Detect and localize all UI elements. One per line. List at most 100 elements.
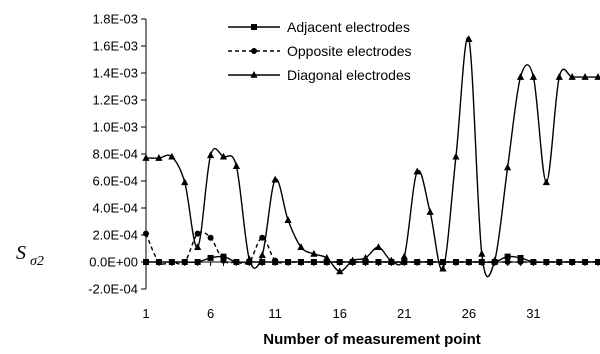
legend-item-adjacent-electrodes: Adjacent electrodes: [228, 19, 410, 35]
legend-label: Adjacent electrodes: [287, 19, 410, 35]
data-point-diagonal-electrodes: [336, 267, 344, 275]
data-point-diagonal-electrodes: [297, 243, 305, 250]
data-point-diagonal-electrodes: [581, 73, 589, 80]
x-tick-label: 31: [526, 306, 540, 321]
y-tick-label: 1.4E-03: [92, 66, 138, 81]
data-point-opposite-electrodes: [207, 234, 214, 241]
data-point-diagonal-electrodes: [219, 152, 228, 160]
data-point-diagonal-electrodes: [568, 73, 576, 80]
data-point-diagonal-electrodes: [194, 243, 202, 250]
data-point-diagonal-electrodes: [478, 249, 486, 257]
data-point-diagonal-electrodes: [142, 154, 150, 161]
data-point-diagonal-electrodes: [465, 35, 473, 43]
data-point-diagonal-electrodes: [400, 252, 408, 260]
data-point-diagonal-electrodes: [361, 253, 370, 261]
legend: Adjacent electrodes Opposite electrodes Di…: [228, 19, 412, 83]
data-point-diagonal-electrodes: [504, 163, 512, 171]
data-point-diagonal-electrodes: [491, 256, 499, 264]
axes: -2.0E-04 0.0E+00 2.0E-04 4.0E-04 6.0E-04 8.0E…: [88, 12, 599, 321]
x-tick-label: 6: [207, 306, 214, 321]
data-point-diagonal-electrodes: [206, 151, 215, 159]
series-line-opposite-electrodes: [145, 231, 598, 265]
data-point-adjacent-electrodes: [504, 253, 511, 260]
y-tick-label: 0.0E+00: [89, 255, 138, 270]
x-axis-title: Number of measurement point: [263, 331, 481, 348]
data-point-opposite-electrodes: [168, 259, 175, 265]
data-point-opposite-electrodes: [194, 230, 201, 237]
data-point-diagonal-electrodes: [426, 208, 434, 215]
y-axis-label-main: S: [16, 242, 26, 264]
data-point-diagonal-electrodes: [155, 154, 163, 161]
data-point-diagonal-electrodes: [181, 178, 189, 186]
data-point-opposite-electrodes: [543, 259, 550, 265]
y-tick-label: 2.0E-04: [92, 228, 138, 243]
data-point-opposite-electrodes: [595, 259, 600, 265]
data-point-opposite-electrodes: [375, 259, 382, 265]
legend-label: Opposite electrodes: [287, 43, 412, 59]
data-point-opposite-electrodes: [310, 259, 317, 265]
data-point-opposite-electrodes: [530, 259, 537, 265]
legend-item-opposite-electrodes: Opposite electrodes: [228, 43, 412, 59]
data-point-diagonal-electrodes: [349, 256, 357, 264]
series-layer: [142, 35, 600, 278]
data-point-diagonal-electrodes: [413, 167, 421, 175]
data-point-opposite-electrodes: [143, 230, 149, 237]
y-axis-label-subscript: σ2: [30, 254, 44, 269]
data-point-opposite-electrodes: [504, 259, 511, 265]
data-point-diagonal-electrodes: [516, 73, 525, 80]
data-point-opposite-electrodes: [259, 234, 266, 241]
y-tick-label: 8.0E-04: [92, 147, 138, 162]
y-tick-label: 1.2E-03: [92, 93, 138, 108]
y-axis-label: S σ2: [16, 242, 44, 269]
data-point-adjacent-electrodes: [259, 259, 266, 265]
legend-marker: [251, 24, 257, 30]
data-point-opposite-electrodes: [465, 259, 472, 265]
data-point-opposite-electrodes: [220, 257, 227, 264]
y-tick-label: 6.0E-04: [92, 174, 138, 189]
data-point-opposite-electrodes: [569, 259, 576, 265]
x-tick-label: 11: [268, 306, 282, 321]
data-point-diagonal-electrodes: [245, 255, 253, 263]
data-point-opposite-electrodes: [414, 259, 421, 265]
data-point-opposite-electrodes: [582, 259, 589, 265]
legend-label: Diagonal electrodes: [287, 67, 411, 83]
x-tick-label: 26: [462, 306, 476, 321]
y-tick-label: 1.0E-03: [92, 120, 138, 135]
data-point-opposite-electrodes: [272, 257, 279, 264]
data-point-opposite-electrodes: [297, 259, 304, 265]
data-point-diagonal-electrodes: [323, 253, 331, 261]
data-point-opposite-electrodes: [155, 259, 162, 265]
data-point-adjacent-electrodes: [194, 259, 201, 265]
data-point-adjacent-electrodes: [207, 254, 214, 261]
legend-marker: [251, 48, 257, 54]
data-point-diagonal-electrodes: [452, 152, 460, 160]
data-point-diagonal-electrodes: [555, 73, 563, 80]
data-point-diagonal-electrodes: [232, 162, 240, 169]
data-point-diagonal-electrodes: [284, 216, 292, 223]
x-tick-label: 1: [142, 306, 149, 321]
data-point-diagonal-electrodes: [529, 73, 538, 80]
data-point-diagonal-electrodes: [271, 175, 279, 183]
y-tick-label: 1.6E-03: [92, 39, 138, 54]
data-point-adjacent-electrodes: [143, 259, 149, 265]
data-point-diagonal-electrodes: [387, 256, 395, 264]
data-point-opposite-electrodes: [452, 259, 459, 265]
data-point-opposite-electrodes: [181, 259, 188, 265]
data-point-diagonal-electrodes: [542, 178, 550, 186]
data-point-opposite-electrodes: [556, 259, 563, 265]
x-tick-label: 16: [332, 306, 346, 321]
data-point-opposite-electrodes: [233, 259, 240, 265]
y-tick-label: 1.8E-03: [92, 12, 138, 27]
data-point-opposite-electrodes: [427, 259, 434, 265]
y-tick-label: 4.0E-04: [92, 201, 138, 216]
data-point-adjacent-electrodes: [517, 254, 524, 261]
legend-marker: [250, 71, 258, 78]
data-point-opposite-electrodes: [285, 259, 292, 265]
data-point-adjacent-electrodes: [220, 253, 227, 260]
data-point-opposite-electrodes: [517, 259, 524, 265]
data-point-diagonal-electrodes: [258, 251, 266, 259]
legend-item-diagonal-electrodes: Diagonal electrodes: [228, 67, 411, 83]
x-tick-label: 21: [397, 306, 411, 321]
